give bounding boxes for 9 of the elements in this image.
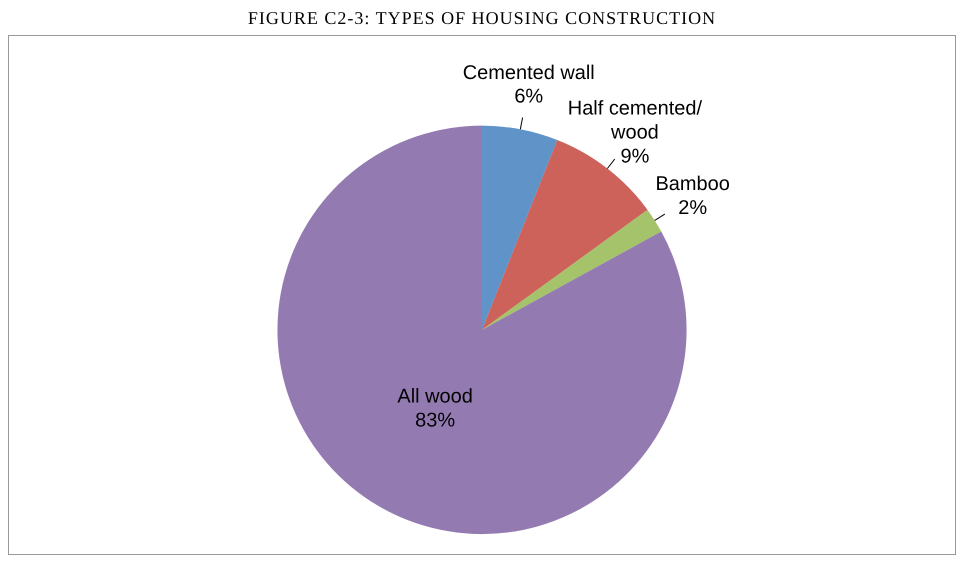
data-label: 6%	[514, 86, 544, 108]
data-label: 83%	[415, 409, 456, 432]
chart-title: FIGURE C2-3: TYPES OF HOUSING CONSTRUCTION	[246, 8, 718, 29]
slice-label: Half cemented/ wood	[568, 98, 702, 144]
slice-label: Cemented wall	[462, 62, 595, 84]
data-label: 9%	[620, 146, 650, 168]
slice-label: All wood	[397, 386, 473, 408]
data-label: 2%	[678, 196, 708, 219]
slice-label: Bamboo	[655, 172, 730, 195]
